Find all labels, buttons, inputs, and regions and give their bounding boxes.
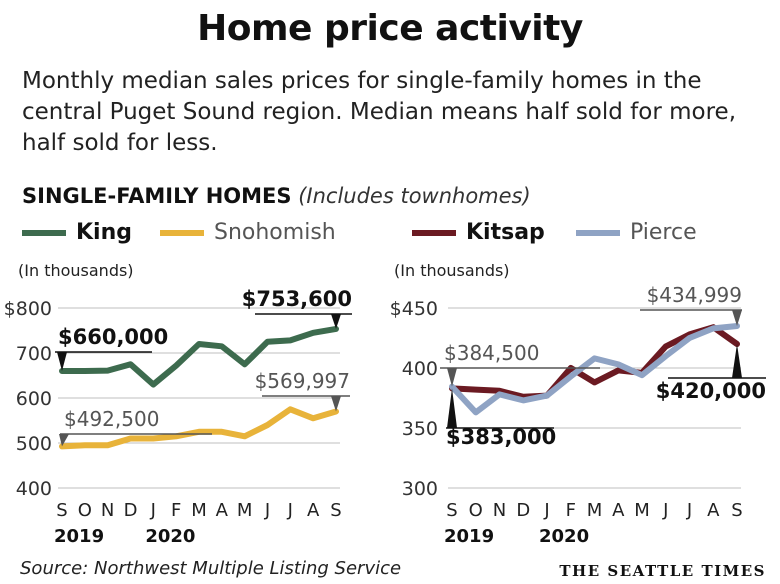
x-tick-label-0-9: J [264,500,270,521]
unit-label-0: (In thousands) [18,261,134,280]
y-tick-label-1-0: $450 [390,298,438,320]
legend-swatch-kitsap [412,229,456,236]
year-label-1-1: 2020 [539,526,589,547]
annotation-label-0-1: $753,600 [242,287,352,311]
annotation-label-1-2: $434,999 [647,283,742,307]
legend-label-kitsap: Kitsap [466,220,545,245]
annotation-label-1-1: $383,000 [446,425,556,449]
y-tick-label-0-1: 700 [16,343,52,365]
x-tick-label-1-0: S [446,500,457,521]
x-tick-label-0-1: O [78,500,92,521]
legend-kitsap: Kitsap [412,220,545,245]
x-tick-label-0-6: M [191,500,207,521]
x-tick-label-1-6: M [587,500,603,521]
x-tick-label-0-7: A [216,500,229,521]
x-tick-label-0-2: N [101,500,114,521]
annotation-label-1-3: $420,000 [656,379,766,403]
annotation-pointer-0-3 [331,396,341,412]
legend-label-snohomish: Snohomish [214,220,336,245]
annotation-label-0-0: $660,000 [58,325,168,349]
x-tick-label-0-3: D [124,500,138,521]
year-label-0-1: 2020 [145,526,195,547]
annotation-pointer-0-1 [331,314,341,329]
series-line-pierce [449,323,740,416]
x-tick-label-1-1: O [469,500,483,521]
publisher-credit: THE SEATTLE TIMES [559,562,766,580]
x-tick-label-1-11: A [707,500,720,521]
legend-swatch-king [22,229,66,236]
annotation-pointer-0-2 [59,434,69,447]
legend-swatch-snohomish [160,229,204,236]
annotation-pointer-0-0 [57,352,67,371]
x-tick-label-1-2: N [493,500,506,521]
series-line-snohomish [59,406,339,450]
annotation-pointer-1-2 [732,310,742,326]
x-tick-label-1-8: M [634,500,650,521]
series-line-king [59,325,339,388]
y-tick-label-1-2: 350 [402,418,438,440]
section-title: SINGLE-FAMILY HOMES [22,184,292,208]
x-tick-label-1-10: J [686,500,692,521]
legend-label-pierce: Pierce [630,220,697,245]
section-note: (Includes townhomes) [298,184,531,208]
y-tick-label-0-3: 500 [16,433,52,455]
annotation-pointer-1-3 [732,344,742,378]
year-label-1-0: 2019 [444,526,494,547]
x-tick-label-1-5: F [566,500,576,521]
chart-subtitle: Monthly median sales prices for single-f… [22,68,736,156]
y-tick-label-0-4: 400 [16,478,52,500]
x-tick-label-1-12: S [731,500,742,521]
x-tick-label-0-4: J [150,500,156,521]
x-tick-label-0-10: J [287,500,293,521]
x-tick-label-0-0: S [56,500,67,521]
legend-label-king: King [76,220,132,245]
y-tick-label-1-1: 400 [402,358,438,380]
legend-snohomish: Snohomish [160,220,336,245]
annotation-pointer-1-0 [447,368,457,387]
x-tick-label-1-4: J [543,500,549,521]
x-tick-label-1-9: J [662,500,668,521]
y-tick-label-1-3: 300 [402,478,438,500]
source-note: Source: Northwest Multiple Listing Servi… [20,558,402,579]
unit-label-1: (In thousands) [394,261,510,280]
legend-swatch-pierce [576,229,620,236]
y-tick-label-0-0: $800 [4,298,52,320]
x-tick-label-1-3: D [516,500,530,521]
legend-king: King [22,220,132,245]
x-tick-label-0-11: A [307,500,320,521]
x-tick-label-0-8: M [237,500,253,521]
annotation-label-0-2: $492,500 [64,407,159,431]
annotation-label-1-0: $384,500 [444,341,539,365]
annotation-pointer-1-1 [447,388,457,428]
x-tick-label-0-12: S [330,500,341,521]
x-tick-label-0-5: F [171,500,181,521]
year-label-0-0: 2019 [54,526,104,547]
section-heading: SINGLE-FAMILY HOMES (Includes townhomes) [22,184,531,208]
annotation-label-0-3: $569,997 [255,369,350,393]
chart-title: Home price activity [197,8,583,49]
x-tick-label-1-7: A [612,500,625,521]
series-line-kitsap [449,324,740,400]
legend-pierce: Pierce [576,220,697,245]
y-tick-label-0-2: 600 [16,388,52,410]
